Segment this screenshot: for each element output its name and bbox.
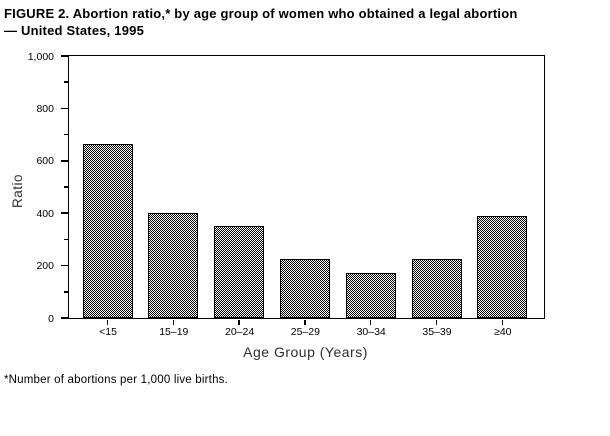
x-tick	[172, 319, 175, 325]
y-minor-tick	[63, 238, 68, 241]
figure-title-line-1: FIGURE 2. Abortion ratio,* by age group …	[4, 6, 518, 21]
bar	[279, 259, 330, 318]
x-tick-label: 30–34	[356, 326, 386, 338]
x-tick-label: 20–24	[224, 326, 255, 338]
figure-title-line-2: — United States, 1995	[4, 23, 145, 38]
y-minor-tick	[63, 291, 68, 293]
bar	[148, 213, 199, 318]
y-major-tick	[60, 107, 68, 110]
y-minor-tick	[63, 186, 68, 188]
figure-title: FIGURE 2. Abortion ratio,* by age group …	[4, 5, 517, 39]
y-minor-tick	[63, 133, 68, 136]
bar	[214, 226, 265, 318]
x-tick	[304, 319, 306, 325]
x-tick	[435, 319, 438, 325]
y-tick-label: 800	[36, 102, 54, 115]
y-tick-label: 1,000	[27, 50, 54, 63]
y-major-tick	[60, 160, 68, 162]
y-tick-label: 600	[36, 155, 54, 168]
x-tick-label: 25–29	[290, 326, 320, 338]
y-minor-tick	[63, 81, 68, 83]
x-tick	[238, 319, 240, 325]
x-tick	[501, 319, 504, 325]
y-major-tick	[60, 264, 68, 267]
y-major-tick	[60, 212, 68, 214]
y-tick-label: 200	[36, 260, 54, 273]
y-major-tick	[60, 317, 68, 319]
y-major-tick	[60, 55, 68, 57]
bar	[345, 273, 396, 318]
x-tick	[369, 319, 372, 325]
x-tick	[106, 319, 109, 325]
y-tick-label: 400	[36, 207, 54, 220]
x-axis-title: Age Group (Years)	[243, 344, 368, 360]
x-tick-label: ≥40	[494, 326, 512, 338]
footnote: *Number of abortions per 1,000 live birt…	[4, 374, 229, 386]
x-tick-label: 35–39	[422, 326, 452, 338]
x-tick-label: <15	[99, 326, 117, 338]
bar	[82, 143, 133, 318]
bar	[477, 215, 528, 318]
plot-area	[60, 55, 545, 325]
y-tick-label: 0	[48, 312, 54, 325]
bar	[411, 259, 462, 318]
x-tick-label: 15–19	[159, 326, 189, 338]
